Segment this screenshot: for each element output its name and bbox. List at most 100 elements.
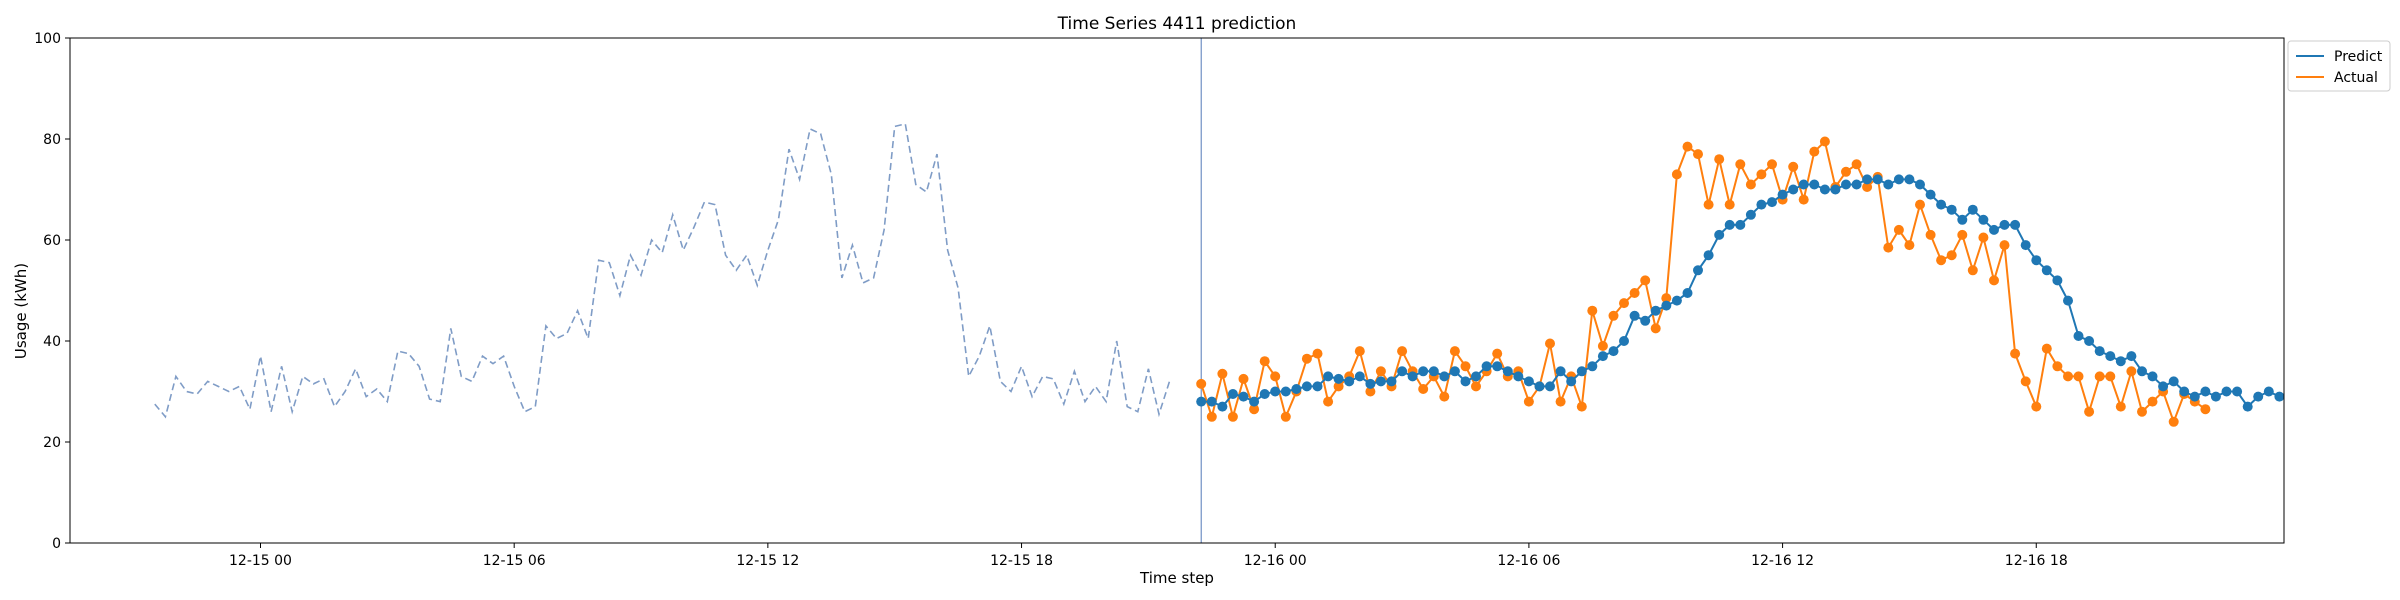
predict-point [1872, 174, 1883, 185]
actual-point [1312, 348, 1323, 359]
actual-point [2031, 401, 2042, 412]
actual-point [1661, 293, 1672, 304]
predict-point [1354, 371, 1365, 382]
predict-point [1714, 229, 1725, 240]
predict-point [1555, 366, 1566, 377]
actual-point [1206, 411, 1217, 422]
predict-point [1851, 179, 1862, 190]
y-tick-label: 100 [34, 31, 61, 47]
predict-point [1206, 396, 1217, 407]
actual-point [2063, 371, 2073, 382]
actual-point [1608, 310, 1619, 321]
predict-point [2200, 386, 2211, 397]
predict-point [1249, 396, 1260, 407]
actual-point [1576, 401, 1587, 412]
predict-point [2147, 371, 2158, 382]
actual-point [1629, 288, 1640, 298]
predict-point [1883, 179, 1894, 190]
actual-point [2115, 401, 2126, 412]
predict-point [2115, 356, 2126, 367]
predict-point [1386, 376, 1397, 387]
predict-point [1291, 384, 1302, 394]
actual-point [1619, 298, 1629, 309]
predict-point [1196, 396, 1207, 407]
predict-point [1978, 214, 1989, 225]
x-tick-label: 12-16 12 [1751, 553, 1814, 569]
actual-point [1545, 338, 1555, 349]
actual-point [1915, 199, 1925, 210]
predict-point [1492, 361, 1503, 372]
actual-point [1693, 149, 1703, 160]
actual-point [2094, 371, 2105, 382]
series-predict [1196, 174, 2285, 412]
predict-point [1439, 371, 1450, 382]
predict-point [1259, 389, 1270, 399]
chart-title: Time Series 4411 prediction [1057, 14, 1297, 34]
predict-point [1809, 179, 1820, 190]
actual-point [1333, 381, 1344, 392]
actual-point [1904, 240, 1915, 251]
actual-point [1798, 194, 1809, 205]
actual-point [2137, 406, 2147, 417]
actual-point [1640, 275, 1651, 286]
predict-point [1777, 189, 1788, 200]
predict-point [2210, 391, 2221, 402]
predict-point [1967, 204, 1978, 215]
actual-point [1238, 373, 1249, 384]
actual-point [1788, 161, 1799, 172]
predict-point [1534, 381, 1545, 392]
actual-point [2041, 343, 2052, 354]
predict-point [2031, 255, 2042, 266]
actual-point [1841, 166, 1851, 177]
y-tick-label: 40 [43, 334, 61, 350]
predict-point [1767, 197, 1777, 208]
actual-point [1714, 154, 1725, 165]
predict-point [2084, 336, 2095, 346]
predict-point [1735, 219, 1746, 230]
predict-point [2274, 391, 2285, 402]
actual-point [1671, 169, 1682, 180]
predict-point [1587, 361, 1598, 372]
x-tick-label: 12-15 12 [736, 553, 799, 569]
predict-point [1428, 366, 1439, 377]
y-tick-label: 60 [43, 233, 61, 249]
predict-point [1915, 179, 1925, 190]
actual-point [1597, 341, 1608, 351]
predict-point [2137, 366, 2147, 377]
y-axis-label: Usage (kWh) [12, 263, 30, 359]
predict-point [1513, 371, 1524, 382]
y-axis: 0 20 40 60 80 100 [34, 31, 70, 552]
actual-point [1862, 182, 1873, 192]
predict-point [1270, 386, 1281, 397]
predict-point [1904, 174, 1915, 185]
predict-point [2158, 381, 2169, 392]
actual-point [1587, 305, 1598, 316]
actual-point [2010, 348, 2021, 359]
predict-point [1576, 366, 1587, 377]
actual-point [1767, 159, 1777, 170]
predict-point [1841, 179, 1851, 190]
actual-point [2084, 406, 2095, 417]
y-tick-label: 0 [52, 536, 61, 552]
predict-point [2063, 295, 2073, 306]
predict-point [1280, 386, 1291, 397]
predict-point [1957, 214, 1968, 225]
actual-point [1703, 199, 1714, 210]
actual-point [1989, 275, 1999, 286]
predict-point [1999, 219, 2010, 230]
actual-point [1397, 346, 1408, 357]
x-tick-label: 12-16 00 [1244, 553, 1307, 569]
actual-point [1978, 232, 1989, 243]
actual-point [1650, 323, 1661, 334]
actual-point [1756, 169, 1767, 180]
predict-point [2105, 351, 2116, 362]
actual-point [1999, 240, 2010, 251]
actual-point [1249, 404, 1260, 415]
actual-point [1196, 378, 1207, 389]
predict-point [1946, 204, 1957, 215]
actual-point [2073, 371, 2084, 382]
actual-point [1883, 242, 1894, 253]
predict-point [1819, 184, 1830, 195]
actual-point [2020, 376, 2031, 387]
